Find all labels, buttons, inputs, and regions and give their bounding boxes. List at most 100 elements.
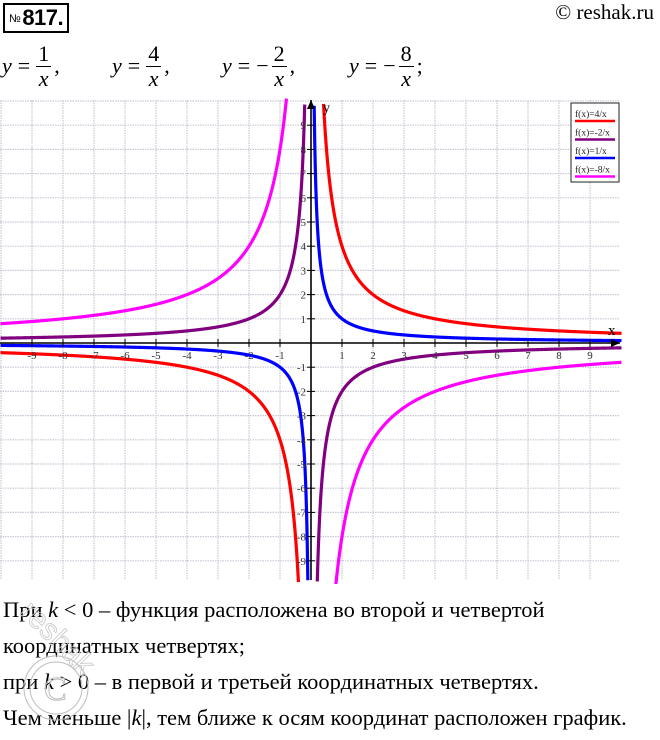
formula-2: y = 4 x, — [112, 38, 170, 94]
svg-text:4: 4 — [432, 350, 438, 362]
text-span: Чем меньше | — [3, 705, 132, 730]
chart-legend: f(x)=4/x f(x)=-2/x f(x)=1/x f(x)=-8/x — [570, 102, 620, 183]
denominator: x — [38, 65, 49, 91]
numerator: 2 — [271, 40, 287, 67]
svg-text:2: 2 — [370, 350, 376, 362]
legend-label: f(x)=-2/x — [575, 128, 610, 139]
svg-text:1: 1 — [339, 350, 345, 362]
svg-text:3: 3 — [401, 350, 407, 362]
denominator: x — [148, 65, 159, 91]
k-variable: k — [48, 597, 59, 622]
curve-f-x-4-x — [0, 351, 301, 583]
equals-sign: = — [127, 53, 141, 78]
numerator: 4 — [146, 40, 162, 67]
svg-text:-9: -9 — [27, 350, 37, 362]
numerator: 8 — [398, 40, 414, 67]
svg-text:5: 5 — [463, 350, 469, 362]
svg-text:-1: -1 — [275, 350, 284, 362]
formula-lhs: y — [222, 53, 232, 78]
svg-text:7: 7 — [525, 350, 531, 362]
svg-text:5: 5 — [301, 217, 307, 229]
curve-f-x-1-x — [0, 343, 310, 581]
svg-text:8: 8 — [301, 144, 307, 156]
svg-text:2: 2 — [301, 290, 307, 302]
text-span: при — [3, 669, 44, 694]
svg-text:-2: -2 — [297, 386, 306, 398]
svg-text:y: y — [323, 101, 330, 116]
formula-1: y = 1 x, — [2, 38, 60, 94]
k-variable: k — [131, 705, 142, 730]
svg-text:4: 4 — [301, 241, 307, 253]
svg-text:x: x — [608, 323, 616, 339]
numerator: 1 — [36, 40, 52, 67]
denominator: x — [401, 65, 411, 91]
curve-f-x-8-x — [0, 98, 289, 326]
svg-text:-2: -2 — [244, 350, 253, 362]
hyperbola-chart: xy -9 -8 -7 -6 -5 -4 -3 -2 -1 1 2 3 4 5 6 7 8 9-9-8-7-6-5… — [0, 98, 623, 584]
svg-text:-5: -5 — [297, 459, 307, 471]
svg-text:-3: -3 — [297, 411, 307, 423]
svg-text:-5: -5 — [151, 350, 161, 362]
formula-3: y = −2 x, — [222, 38, 295, 94]
svg-text:-6: -6 — [297, 483, 307, 495]
curve-f-x-2-x — [315, 346, 623, 582]
svg-text:-3: -3 — [213, 350, 223, 362]
svg-text:9: 9 — [301, 120, 307, 132]
curve-f-x-1-x — [312, 105, 623, 343]
text-span: При — [3, 597, 49, 622]
conclusion-text: При k < 0 – функция расположена во второ… — [3, 594, 660, 738]
curve-f-x-4-x — [321, 103, 623, 335]
svg-text:1: 1 — [301, 314, 307, 326]
text-span: |, тем ближе к осям координат расположен… — [141, 705, 627, 730]
text-span: < 0 – функция расположена во второй и че… — [58, 597, 545, 622]
number-prefix: № — [9, 13, 21, 26]
svg-text:8: 8 — [556, 350, 562, 362]
legend-label: f(x)=1/x — [575, 146, 607, 157]
formula-lhs: y — [349, 53, 359, 78]
exercise-number-badge: №817. — [3, 3, 70, 33]
equals-sign: = — [237, 53, 251, 78]
minus-sign: − — [383, 53, 396, 78]
curve-f-x-2-x — [0, 104, 307, 340]
separator: ; — [416, 53, 423, 78]
formula-lhs: y — [112, 53, 122, 78]
svg-text:6: 6 — [494, 350, 500, 362]
svg-text:-7: -7 — [297, 507, 307, 519]
minus-sign: − — [256, 53, 269, 78]
legend-label: f(x)=-8/x — [575, 165, 610, 176]
svg-text:-1: -1 — [297, 362, 306, 374]
formula-4: y = −8 x; — [349, 38, 423, 94]
conclusion-line-3: при k > 0 – в первой и третьей координат… — [3, 666, 660, 698]
conclusion-line-4: Чем меньше |k|, тем ближе к осям координ… — [3, 702, 660, 734]
svg-text:6: 6 — [301, 193, 307, 205]
separator: , — [289, 53, 296, 78]
svg-text:3: 3 — [301, 265, 307, 277]
svg-text:9: 9 — [587, 350, 593, 362]
svg-text:-7: -7 — [89, 350, 99, 362]
legend-label: f(x)=4/x — [575, 109, 607, 120]
chart-curves — [0, 98, 623, 584]
conclusion-line-2: координатных четвертях; — [3, 633, 245, 658]
equals-sign: = — [17, 53, 31, 78]
svg-text:-8: -8 — [58, 350, 68, 362]
svg-text:-4: -4 — [182, 350, 192, 362]
separator: , — [164, 53, 170, 78]
svg-text:-9: -9 — [297, 556, 307, 568]
k-variable: k — [43, 669, 54, 694]
chart-axes: xy — [0, 100, 620, 580]
chart-tick-labels: -9 -8 -7 -6 -5 -4 -3 -2 -1 1 2 3 4 5 6 7 8 9 -9 -8 -7 -6 -5 -4 -… — [27, 120, 593, 568]
exercise-number: 817. — [22, 5, 64, 30]
svg-text:-6: -6 — [120, 350, 130, 362]
copyright-label: © reshak.ru — [555, 0, 654, 24]
svg-text:-8: -8 — [297, 532, 307, 544]
denominator: x — [274, 65, 284, 91]
curve-f-x-8-x — [334, 360, 623, 584]
separator: , — [54, 53, 60, 78]
equals-sign: = — [364, 53, 378, 78]
formula-lhs: y — [2, 53, 12, 78]
conclusion-line-1: При k < 0 – функция расположена во второ… — [3, 594, 660, 626]
